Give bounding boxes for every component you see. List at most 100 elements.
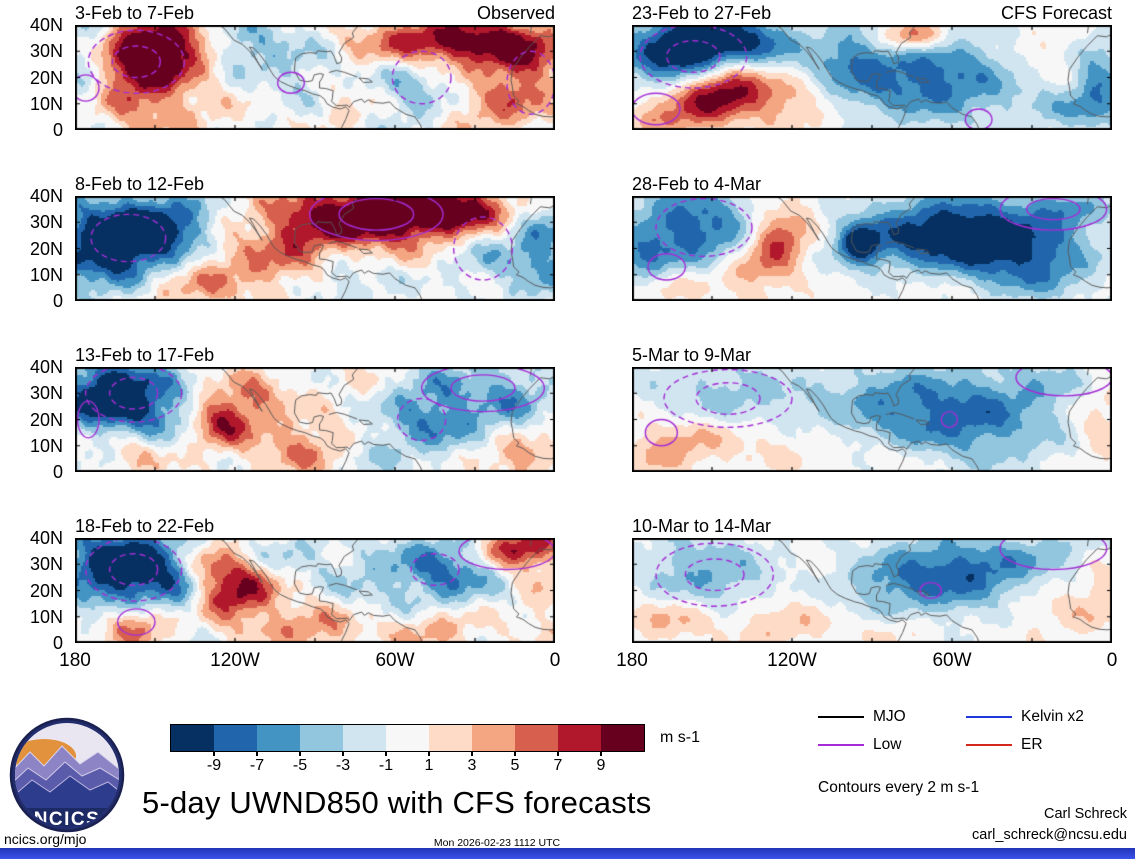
- y-axis: 40N 30N 20N 10N 0: [21, 187, 69, 310]
- colorbar-tick-label: 3: [467, 757, 477, 774]
- y-axis: 40N 30N 20N 10N 0: [21, 529, 69, 652]
- y-axis-label: 40N: [29, 15, 63, 35]
- map-canvas: [632, 538, 1112, 643]
- legend-entry: ER: [966, 736, 1114, 754]
- colorbar-segment: [386, 725, 429, 751]
- y-axis-label: 40N: [29, 528, 63, 548]
- map-canvas: [75, 196, 555, 301]
- footer-timestamp: Mon 2026-02-23 1112 UTC: [433, 837, 561, 849]
- panel-date-range: 5-Mar to 9-Mar: [632, 345, 752, 365]
- colorbar-segment: [429, 725, 472, 751]
- colorbar-segment: [343, 725, 386, 751]
- y-axis-label: 0: [52, 462, 63, 482]
- x-axis-right: 180 120W 60W 0: [616, 650, 1117, 674]
- colorbar-segment: [257, 725, 300, 751]
- colorbar-tick-label: 7: [553, 757, 563, 774]
- y-axis-label: 0: [52, 291, 63, 311]
- map-panel: 3-Feb to 7-Feb Observed 40N 30N 20N 10N 0: [30, 3, 555, 139]
- panel-date-range: 3-Feb to 7-Feb: [75, 3, 195, 23]
- x-axis-label: 120W: [210, 650, 260, 671]
- panel-date-range: 13-Feb to 17-Feb: [75, 345, 215, 365]
- colorbar-tick-label: 1: [424, 757, 434, 774]
- colorbar-segment: [558, 725, 601, 751]
- legend-line-swatch: [966, 715, 1012, 719]
- contour-interval-note: Contours every 2 m s-1: [818, 779, 980, 796]
- x-axis-left: 180 120W 60W 0: [59, 650, 560, 674]
- legend-entry: Low: [818, 736, 966, 754]
- colorbar-tick-label: -3: [335, 757, 351, 774]
- colorbar-tick: [600, 751, 602, 756]
- colorbar-tick: [256, 751, 258, 756]
- figure-title: 5-day UWND850 with CFS forecasts: [142, 785, 652, 820]
- y-axis-label: 20N: [29, 67, 63, 88]
- colorbar-tick: [213, 751, 215, 756]
- colorbar-tick-label: -1: [378, 757, 394, 774]
- x-axis-label: 180: [59, 650, 91, 671]
- legend-line-swatch: [818, 715, 864, 719]
- y-axis-label: 10N: [29, 264, 63, 285]
- colorbar-tick-label: -7: [249, 757, 265, 774]
- colorbar-segment: [214, 725, 257, 751]
- colorbar-segment: [472, 725, 515, 751]
- legend-entry: MJO: [818, 708, 966, 726]
- y-axis-label: 30N: [29, 554, 63, 575]
- colorbar-tick-label: -5: [292, 757, 308, 774]
- colorbar-segment: [300, 725, 343, 751]
- ncics-logo: NCICS: [9, 717, 125, 833]
- map-panel: 23-Feb to 27-Feb CFS Forecast: [632, 3, 1112, 130]
- map-canvas: [75, 25, 555, 130]
- y-axis-label: 30N: [29, 212, 63, 233]
- colorbar-units-label: m s-1: [660, 729, 700, 746]
- x-axis-label: 60W: [375, 650, 415, 671]
- y-axis: 40N 30N 20N 10N 0: [21, 16, 69, 139]
- y-axis-label: 0: [52, 633, 63, 653]
- x-axis-label: 60W: [932, 650, 972, 671]
- colorbar-tick: [299, 751, 301, 756]
- map-panel: 18-Feb to 22-Feb 40N 30N 20N 10N 0: [30, 516, 555, 652]
- legend-line-swatch: [818, 743, 864, 747]
- map-canvas: [632, 25, 1112, 130]
- y-axis-label: 40N: [29, 186, 63, 206]
- column-subtitle-forecast: CFS Forecast: [1000, 3, 1112, 23]
- colorbar-tick: [557, 751, 559, 756]
- legend-label: Kelvin x2: [1021, 708, 1084, 725]
- x-axis-label: 0: [1106, 650, 1118, 671]
- colorbar-tick: [471, 751, 473, 756]
- y-axis-label: 20N: [29, 238, 63, 259]
- panel-date-range: 8-Feb to 12-Feb: [75, 174, 205, 194]
- colorbar-tick: [514, 751, 516, 756]
- colorbar-tick-label: 5: [510, 757, 520, 774]
- colorbar-tick-label: -9: [206, 757, 222, 774]
- map-panel: 5-Mar to 9-Mar: [632, 345, 1112, 472]
- legend-label: ER: [1021, 736, 1043, 753]
- map-canvas: [75, 367, 555, 472]
- colorbar-segment: [601, 725, 644, 751]
- y-axis-label: 40N: [29, 357, 63, 377]
- map-canvas: [75, 538, 555, 643]
- colorbar-segment: [171, 725, 214, 751]
- legend-label: Low: [873, 736, 902, 753]
- contour-legend: MJO Low Kelvin x2 ER: [818, 703, 1114, 759]
- map-panel: 10-Mar to 14-Mar: [632, 516, 1112, 643]
- footer-site-url: ncics.org/mjo: [4, 831, 87, 847]
- y-axis-label: 30N: [29, 383, 63, 404]
- colorbar-tick: [342, 751, 344, 756]
- legend-label: MJO: [873, 708, 906, 725]
- colorbar-tick: [428, 751, 430, 756]
- legend-line-swatch: [966, 743, 1012, 747]
- panel-date-range: 28-Feb to 4-Mar: [632, 174, 762, 194]
- x-axis-label: 0: [549, 650, 561, 671]
- y-axis: 40N 30N 20N 10N 0: [21, 358, 69, 481]
- y-axis-label: 20N: [29, 409, 63, 430]
- x-axis-label: 180: [616, 650, 648, 671]
- map-panel: 28-Feb to 4-Mar: [632, 174, 1112, 301]
- colorbar-segment: [515, 725, 558, 751]
- map-panel: 13-Feb to 17-Feb 40N 30N 20N 10N 0: [30, 345, 555, 481]
- colorbar: -9 -7 -5 -3 -1 1 3 5 7 9: [170, 724, 645, 774]
- column-subtitle-observed: Observed: [476, 3, 555, 23]
- panel-date-range: 23-Feb to 27-Feb: [632, 3, 772, 23]
- y-axis-label: 10N: [29, 93, 63, 114]
- colorbar-tick: [385, 751, 387, 756]
- colorbar-tick-label: 9: [596, 757, 606, 774]
- y-axis-label: 30N: [29, 41, 63, 62]
